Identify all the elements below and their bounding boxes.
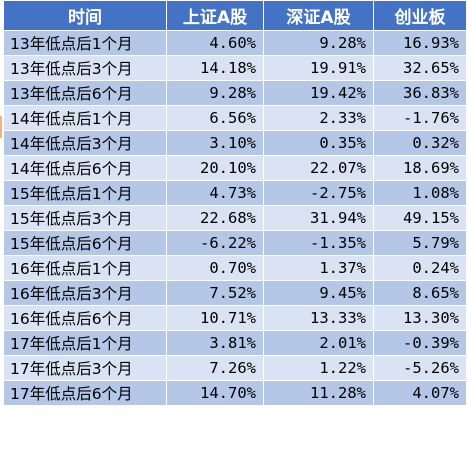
table-row: 16年低点后1个月 0.70% 1.37% 0.24% [3, 255, 467, 281]
table-row: 14年低点后1个月 6.56% 2.33% -1.76% [3, 105, 467, 131]
table-row: 14年低点后3个月 3.10% 0.35% 0.32% [3, 130, 467, 156]
cell-chinext[interactable]: 13.30% [373, 305, 467, 331]
cell-shanghai-a[interactable]: 14.18% [166, 55, 264, 81]
header-row: 时间 上证A股 深证A股 创业板 [3, 0, 467, 31]
table-row: 17年低点后6个月 14.70% 11.28% 4.07% [3, 380, 467, 406]
cell-shenzhen-a[interactable]: 13.33% [263, 305, 374, 331]
table-row: 13年低点后6个月 9.28% 19.42% 36.83% [3, 80, 467, 106]
cell-chinext[interactable]: 0.24% [373, 255, 467, 281]
cell-shanghai-a[interactable]: 7.26% [166, 355, 264, 381]
row-label[interactable]: 14年低点后6个月 [3, 155, 167, 181]
cell-shenzhen-a[interactable]: 2.01% [263, 330, 374, 356]
table-row: 13年低点后3个月 14.18% 19.91% 32.65% [3, 55, 467, 81]
cell-shenzhen-a[interactable]: 11.28% [263, 380, 374, 406]
row-label[interactable]: 13年低点后1个月 [3, 30, 167, 56]
cell-shanghai-a[interactable]: 4.73% [166, 180, 264, 206]
row-label[interactable]: 16年低点后3个月 [3, 280, 167, 306]
header-cell-time[interactable]: 时间 [3, 0, 167, 31]
row-label[interactable]: 14年低点后3个月 [3, 130, 167, 156]
cell-shenzhen-a[interactable]: 19.42% [263, 80, 374, 106]
table-row: 15年低点后3个月 22.68% 31.94% 49.15% [3, 205, 467, 231]
cell-shenzhen-a[interactable]: 2.33% [263, 105, 374, 131]
table-row: 16年低点后3个月 7.52% 9.45% 8.65% [3, 280, 467, 306]
cell-chinext[interactable]: -1.76% [373, 105, 467, 131]
row-label[interactable]: 13年低点后3个月 [3, 55, 167, 81]
cell-shanghai-a[interactable]: 10.71% [166, 305, 264, 331]
row-label[interactable]: 17年低点后6个月 [3, 380, 167, 406]
cell-shanghai-a[interactable]: 4.60% [166, 30, 264, 56]
table-row: 14年低点后6个月 20.10% 22.07% 18.69% [3, 155, 467, 181]
table-row: 16年低点后6个月 10.71% 13.33% 13.30% [3, 305, 467, 331]
cell-chinext[interactable]: 18.69% [373, 155, 467, 181]
cell-shenzhen-a[interactable]: 1.37% [263, 255, 374, 281]
row-label[interactable]: 17年低点后3个月 [3, 355, 167, 381]
cell-shanghai-a[interactable]: -6.22% [166, 230, 264, 256]
row-label[interactable]: 16年低点后6个月 [3, 305, 167, 331]
table-row: 17年低点后1个月 3.81% 2.01% -0.39% [3, 330, 467, 356]
cell-chinext[interactable]: -5.26% [373, 355, 467, 381]
row-label[interactable]: 17年低点后1个月 [3, 330, 167, 356]
cell-chinext[interactable]: 4.07% [373, 380, 467, 406]
row-label[interactable]: 15年低点后6个月 [3, 230, 167, 256]
row-label[interactable]: 15年低点后3个月 [3, 205, 167, 231]
table-row: 13年低点后1个月 4.60% 9.28% 16.93% [3, 30, 467, 56]
table-row: 15年低点后1个月 4.73% -2.75% 1.08% [3, 180, 467, 206]
cell-shanghai-a[interactable]: 3.10% [166, 130, 264, 156]
active-row-marker [0, 116, 2, 138]
row-label[interactable]: 14年低点后1个月 [3, 105, 167, 131]
cell-shenzhen-a[interactable]: 1.22% [263, 355, 374, 381]
header-cell-chinext[interactable]: 创业板 [373, 0, 467, 31]
header-cell-shenzhen-a[interactable]: 深证A股 [263, 0, 374, 31]
row-label[interactable]: 15年低点后1个月 [3, 180, 167, 206]
cell-shanghai-a[interactable]: 22.68% [166, 205, 264, 231]
table-row: 15年低点后6个月 -6.22% -1.35% 5.79% [3, 230, 467, 256]
cell-shenzhen-a[interactable]: 22.07% [263, 155, 374, 181]
cell-chinext[interactable]: 1.08% [373, 180, 467, 206]
cell-shenzhen-a[interactable]: 9.45% [263, 280, 374, 306]
cell-shanghai-a[interactable]: 7.52% [166, 280, 264, 306]
cell-shanghai-a[interactable]: 14.70% [166, 380, 264, 406]
table-row: 17年低点后3个月 7.26% 1.22% -5.26% [3, 355, 467, 381]
row-label[interactable]: 16年低点后1个月 [3, 255, 167, 281]
cell-chinext[interactable]: 49.15% [373, 205, 467, 231]
cell-shenzhen-a[interactable]: 19.91% [263, 55, 374, 81]
row-label[interactable]: 13年低点后6个月 [3, 80, 167, 106]
cell-shenzhen-a[interactable]: 31.94% [263, 205, 374, 231]
cell-chinext[interactable]: -0.39% [373, 330, 467, 356]
cell-shenzhen-a[interactable]: -1.35% [263, 230, 374, 256]
cell-chinext[interactable]: 0.32% [373, 130, 467, 156]
cell-shanghai-a[interactable]: 9.28% [166, 80, 264, 106]
header-cell-shanghai-a[interactable]: 上证A股 [166, 0, 264, 31]
cell-chinext[interactable]: 16.93% [373, 30, 467, 56]
cell-shanghai-a[interactable]: 6.56% [166, 105, 264, 131]
cell-chinext[interactable]: 36.83% [373, 80, 467, 106]
cell-chinext[interactable]: 5.79% [373, 230, 467, 256]
cell-shanghai-a[interactable]: 0.70% [166, 255, 264, 281]
cell-shanghai-a[interactable]: 3.81% [166, 330, 264, 356]
cell-chinext[interactable]: 8.65% [373, 280, 467, 306]
cell-shenzhen-a[interactable]: 0.35% [263, 130, 374, 156]
cell-shenzhen-a[interactable]: 9.28% [263, 30, 374, 56]
cell-shenzhen-a[interactable]: -2.75% [263, 180, 374, 206]
returns-table: 时间 上证A股 深证A股 创业板 13年低点后1个月 4.60% 9.28% 16.9… [3, 0, 467, 406]
cell-chinext[interactable]: 32.65% [373, 55, 467, 81]
sheet-left-edge [0, 0, 3, 454]
cell-shanghai-a[interactable]: 20.10% [166, 155, 264, 181]
